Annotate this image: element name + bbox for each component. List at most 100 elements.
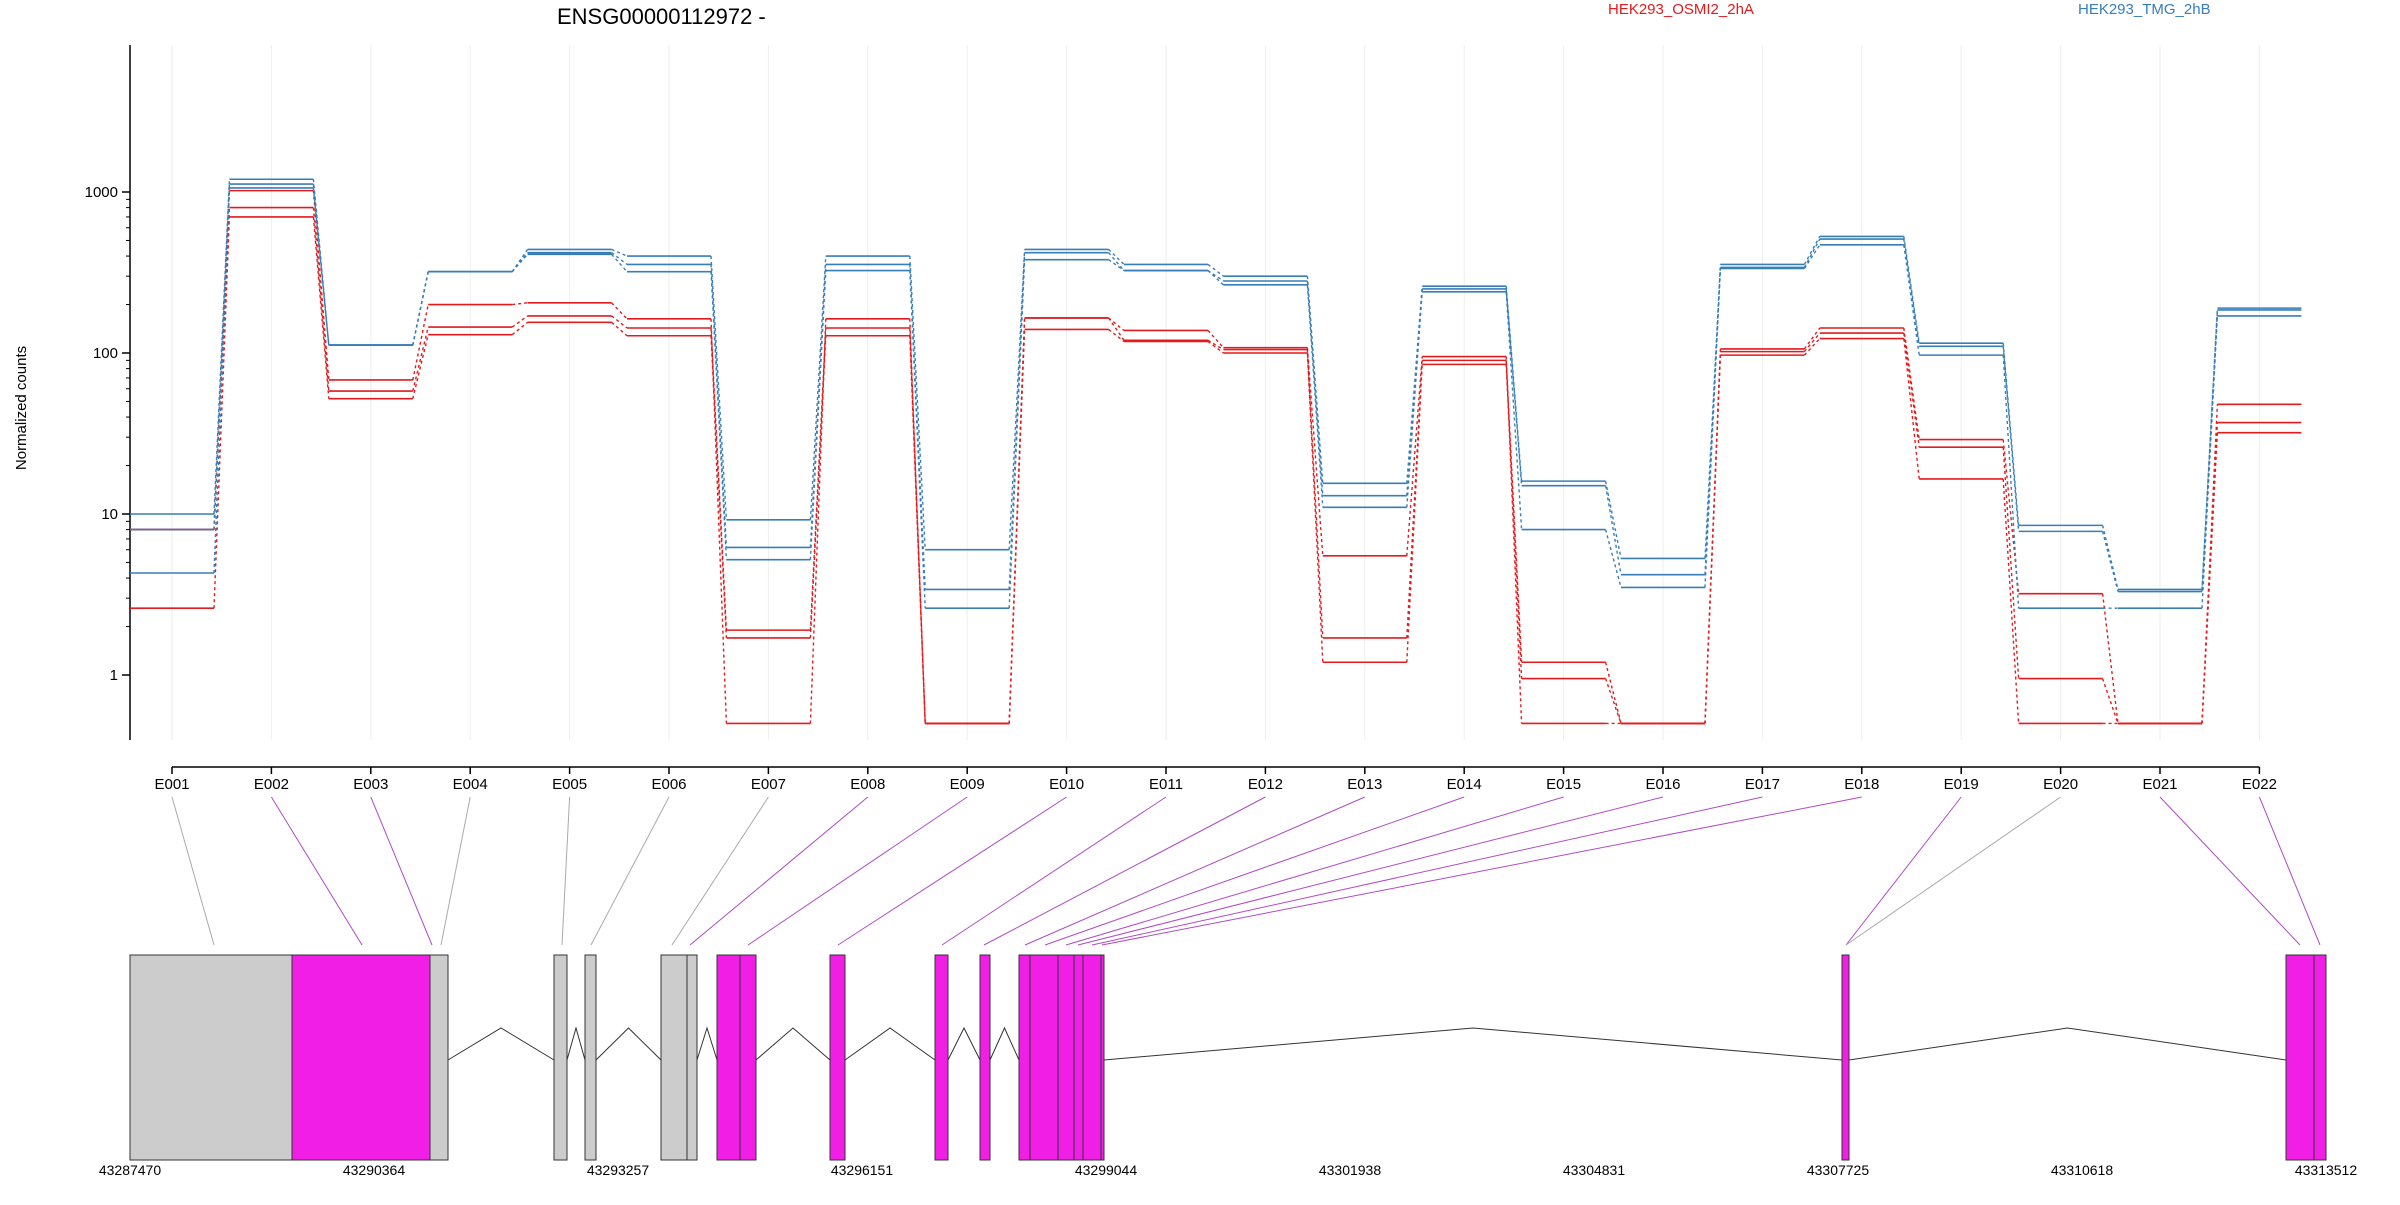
intron-line xyxy=(755,1027,831,1061)
connector-segment xyxy=(412,271,429,346)
y-tick-label: 10 xyxy=(101,506,118,523)
connector-segment xyxy=(1604,678,1622,724)
x-tick-label-e004: E004 xyxy=(453,776,488,793)
x-tick-label-e010: E010 xyxy=(1049,776,1084,793)
connector-segment xyxy=(1505,356,1523,724)
exon-connector-e007 xyxy=(671,796,769,946)
connector-segment xyxy=(1704,264,1722,559)
connector-segment xyxy=(1406,360,1423,638)
exon-block-tested xyxy=(291,954,431,1161)
connector-segment xyxy=(312,190,330,381)
y-tick-label: 100 xyxy=(93,345,118,362)
connector-segment xyxy=(909,256,926,550)
connector-segment xyxy=(809,264,827,548)
exon-connector-e004 xyxy=(440,796,471,946)
connector-segment xyxy=(412,326,429,392)
connector-segment xyxy=(1306,352,1324,663)
chart-title: ENSG00000112972 - xyxy=(557,4,766,29)
connector-segment xyxy=(2201,308,2219,590)
x-tick-label-e015: E015 xyxy=(1546,776,1581,793)
connector-segment xyxy=(1207,340,1224,354)
connector-segment xyxy=(611,315,628,329)
connector-segment xyxy=(809,327,827,631)
intron-line xyxy=(947,1026,981,1061)
connector-segment xyxy=(1207,330,1224,349)
x-tick-label-e019: E019 xyxy=(1944,776,1979,793)
connector-segment xyxy=(2002,447,2020,679)
connector-segment xyxy=(512,302,528,306)
x-tick-label-e014: E014 xyxy=(1447,776,1482,793)
connector-segment xyxy=(1207,270,1224,282)
connector-segment xyxy=(1505,291,1523,530)
genome-coordinate-label: 43304831 xyxy=(1563,1162,1626,1178)
x-tick-label-e003: E003 xyxy=(353,776,388,793)
vertical-gridlines xyxy=(171,45,2260,740)
connector-segment xyxy=(611,253,628,273)
exon-connector-e018 xyxy=(1101,796,1862,946)
series-1 xyxy=(130,216,2302,725)
genome-coordinate-label: 43293257 xyxy=(587,1162,650,1178)
x-tick-label-e021: E021 xyxy=(2142,776,2177,793)
connector-segment xyxy=(2101,593,2119,724)
connector-segment xyxy=(2101,678,2119,724)
connector-segment xyxy=(1008,317,1026,724)
exon-connector-e006 xyxy=(590,796,670,946)
exon-connector-e013 xyxy=(1024,796,1365,946)
genome-coordinate-label: 43296151 xyxy=(831,1162,894,1178)
connector-segment xyxy=(611,248,628,257)
exon-connector-e015 xyxy=(1065,796,1564,946)
connector-segment xyxy=(710,318,728,724)
connector-segment xyxy=(1903,244,1920,356)
connector-segment xyxy=(909,318,926,724)
connector-segment xyxy=(1108,328,1125,342)
series-lines xyxy=(130,178,2302,725)
connector-segment xyxy=(710,256,728,520)
connector-segment xyxy=(2002,343,2020,526)
exon-block-other xyxy=(660,954,688,1161)
exon-block-tested xyxy=(1018,954,1031,1161)
connector-segment xyxy=(611,321,628,337)
intron-line xyxy=(1848,1027,2287,1061)
exon-block-tested xyxy=(1082,954,1102,1161)
x-tick-label-e009: E009 xyxy=(950,776,985,793)
exon-block-tested xyxy=(1029,954,1059,1161)
genome-coordinate-label: 43301938 xyxy=(1319,1162,1382,1178)
connector-segment xyxy=(1903,338,1920,480)
connector-segment xyxy=(511,315,529,328)
axes: 1 10 100 1000 E001 E002 E003 E004 E005 E006 E007 E0… xyxy=(85,45,2277,793)
exon-connector-e017 xyxy=(1091,796,1763,946)
x-tick-label-e007: E007 xyxy=(751,776,786,793)
exon-connector-e010 xyxy=(837,796,1067,946)
exon-connector-e001 xyxy=(171,796,215,946)
genome-coordinate-label: 43313512 xyxy=(2295,1162,2358,1178)
connector-segment xyxy=(1008,252,1026,590)
intron-line xyxy=(595,1027,662,1061)
connector-segment xyxy=(2201,315,2219,609)
connector-segment xyxy=(2002,355,2020,609)
x-tick-label-e006: E006 xyxy=(651,776,686,793)
genome-coordinate-label: 43290364 xyxy=(343,1162,406,1178)
exon-block-other xyxy=(584,954,597,1161)
x-tick-label-e013: E013 xyxy=(1347,776,1382,793)
connector-segment xyxy=(2002,439,2020,594)
series-6 xyxy=(130,178,2302,591)
intron-line xyxy=(844,1027,936,1061)
connector-segment xyxy=(1803,236,1821,265)
x-tick-label-e017: E017 xyxy=(1745,776,1780,793)
connector-segment xyxy=(1207,263,1224,277)
intron-line xyxy=(989,1026,1020,1061)
exon-connector-e005 xyxy=(561,796,571,946)
connector-segment xyxy=(312,207,330,392)
exon-connector-e016 xyxy=(1077,796,1664,946)
series-3 xyxy=(130,189,2302,725)
exon-connector-e019 xyxy=(1845,796,1962,946)
connector-segment xyxy=(611,302,628,320)
exon-block-tested xyxy=(1841,954,1850,1161)
intron-line xyxy=(566,1026,586,1061)
connector-segment xyxy=(1903,332,1920,448)
connector-segment xyxy=(1505,288,1523,486)
legend-entry-osmi2: HEK293_OSMI2_2hA xyxy=(1608,1,1754,18)
connector-segment xyxy=(1803,327,1821,350)
intron-line xyxy=(447,1027,555,1061)
